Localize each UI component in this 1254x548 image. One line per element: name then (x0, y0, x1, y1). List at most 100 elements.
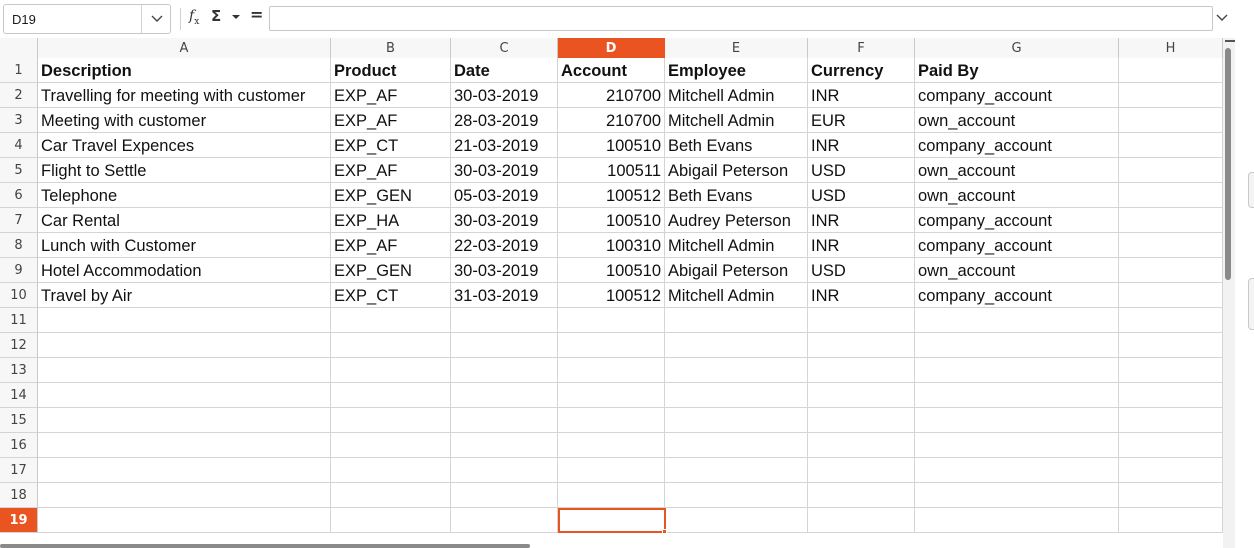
grid-cell[interactable]: INR (808, 133, 915, 158)
grid-cell[interactable]: Meeting with customer (38, 108, 331, 133)
grid-cell[interactable] (451, 308, 558, 333)
grid-cell[interactable]: 30-03-2019 (451, 258, 558, 283)
grid-cell[interactable] (38, 383, 331, 408)
grid-cell[interactable] (558, 458, 665, 483)
grid-cell[interactable] (665, 358, 808, 383)
grid-cell[interactable] (915, 408, 1119, 433)
header-cell[interactable]: Date (451, 58, 558, 83)
column-header-c[interactable]: C (451, 38, 558, 58)
grid-cell[interactable] (1119, 208, 1223, 233)
grid-cell[interactable]: EXP_GEN (331, 183, 451, 208)
sidebar-deck-handle[interactable] (1248, 172, 1254, 208)
grid-cell[interactable]: Hotel Accommodation (38, 258, 331, 283)
grid-cell[interactable] (915, 508, 1119, 533)
row-header[interactable]: 6 (0, 183, 38, 208)
column-header-g[interactable]: G (915, 38, 1119, 58)
grid-cell[interactable] (665, 333, 808, 358)
column-header-f[interactable]: F (808, 38, 915, 58)
function-wizard-icon[interactable]: fx (189, 8, 200, 27)
row-header[interactable]: 11 (0, 308, 38, 333)
column-header-b[interactable]: B (331, 38, 451, 58)
grid-cell[interactable]: 210700 (558, 83, 665, 108)
grid-cell[interactable]: 210700 (558, 108, 665, 133)
grid-cell[interactable] (808, 483, 915, 508)
grid-cell[interactable] (808, 308, 915, 333)
grid-cell[interactable]: EXP_AF (331, 108, 451, 133)
grid-cell[interactable]: 30-03-2019 (451, 158, 558, 183)
row-header[interactable]: 16 (0, 433, 38, 458)
row-header[interactable]: 2 (0, 83, 38, 108)
grid-cell[interactable] (331, 433, 451, 458)
grid-cell[interactable]: company_account (915, 283, 1119, 308)
grid-cell[interactable]: 30-03-2019 (451, 208, 558, 233)
header-cell[interactable]: Product (331, 58, 451, 83)
grid-cell[interactable] (451, 408, 558, 433)
row-header[interactable]: 14 (0, 383, 38, 408)
grid-cell[interactable] (665, 408, 808, 433)
grid-cell[interactable]: Lunch with Customer (38, 233, 331, 258)
grid-cell[interactable]: EXP_GEN (331, 258, 451, 283)
header-cell[interactable]: Account (558, 58, 665, 83)
grid-cell[interactable] (331, 408, 451, 433)
grid-cell[interactable] (331, 508, 451, 533)
horizontal-scrollbar-thumb[interactable] (0, 544, 530, 548)
grid-cell[interactable] (1119, 308, 1223, 333)
grid-cell[interactable] (558, 333, 665, 358)
row-header[interactable]: 3 (0, 108, 38, 133)
grid-cell[interactable]: 100512 (558, 183, 665, 208)
fill-handle[interactable] (662, 529, 667, 534)
header-cell[interactable]: Paid By (915, 58, 1119, 83)
grid-cell[interactable] (665, 383, 808, 408)
vertical-scrollbar[interactable] (1223, 38, 1235, 548)
grid-cell[interactable] (451, 458, 558, 483)
grid-cell[interactable]: 100310 (558, 233, 665, 258)
header-cell[interactable]: Description (38, 58, 331, 83)
grid-cell[interactable]: Beth Evans (665, 133, 808, 158)
row-header[interactable]: 15 (0, 408, 38, 433)
grid-cell[interactable] (558, 383, 665, 408)
grid-cell[interactable]: 30-03-2019 (451, 83, 558, 108)
grid-cell[interactable] (808, 433, 915, 458)
grid-cell[interactable]: EXP_AF (331, 233, 451, 258)
grid-cell[interactable] (558, 358, 665, 383)
grid-cell[interactable]: 100510 (558, 133, 665, 158)
grid-cell[interactable] (1119, 358, 1223, 383)
row-header[interactable]: 1 (0, 58, 38, 83)
grid-cell[interactable]: INR (808, 283, 915, 308)
grid-cell[interactable]: Car Rental (38, 208, 331, 233)
grid-cell[interactable]: 100510 (558, 208, 665, 233)
grid-cell[interactable] (915, 333, 1119, 358)
grid-cell[interactable]: INR (808, 208, 915, 233)
grid-cell[interactable]: own_account (915, 158, 1119, 183)
grid-cell[interactable]: own_account (915, 183, 1119, 208)
row-header[interactable]: 8 (0, 233, 38, 258)
grid-cell[interactable] (451, 483, 558, 508)
grid-cell[interactable] (451, 383, 558, 408)
grid-cell[interactable]: 22-03-2019 (451, 233, 558, 258)
grid-cell[interactable] (38, 483, 331, 508)
row-header[interactable]: 18 (0, 483, 38, 508)
grid-cell[interactable]: own_account (915, 108, 1119, 133)
grid-cell[interactable] (1119, 383, 1223, 408)
grid-cell[interactable] (808, 358, 915, 383)
grid-cell[interactable] (915, 483, 1119, 508)
grid-cell[interactable] (915, 458, 1119, 483)
grid-cell[interactable]: 28-03-2019 (451, 108, 558, 133)
grid-cell[interactable] (1119, 433, 1223, 458)
column-header-e[interactable]: E (665, 38, 808, 58)
row-header[interactable]: 5 (0, 158, 38, 183)
grid-cell[interactable] (331, 483, 451, 508)
grid-cell[interactable] (558, 508, 665, 533)
column-header-h[interactable]: H (1119, 38, 1223, 58)
name-box[interactable]: D19 (3, 4, 171, 34)
grid-cell[interactable]: 100511 (558, 158, 665, 183)
grid-cell[interactable]: Telephone (38, 183, 331, 208)
row-header[interactable]: 19 (0, 508, 38, 533)
grid-cell[interactable] (1119, 158, 1223, 183)
grid-cell[interactable]: EXP_AF (331, 83, 451, 108)
grid-cell[interactable] (808, 458, 915, 483)
grid-cell[interactable] (915, 433, 1119, 458)
grid-cell[interactable] (1119, 133, 1223, 158)
grid-cell[interactable] (915, 383, 1119, 408)
grid-cell[interactable] (38, 308, 331, 333)
